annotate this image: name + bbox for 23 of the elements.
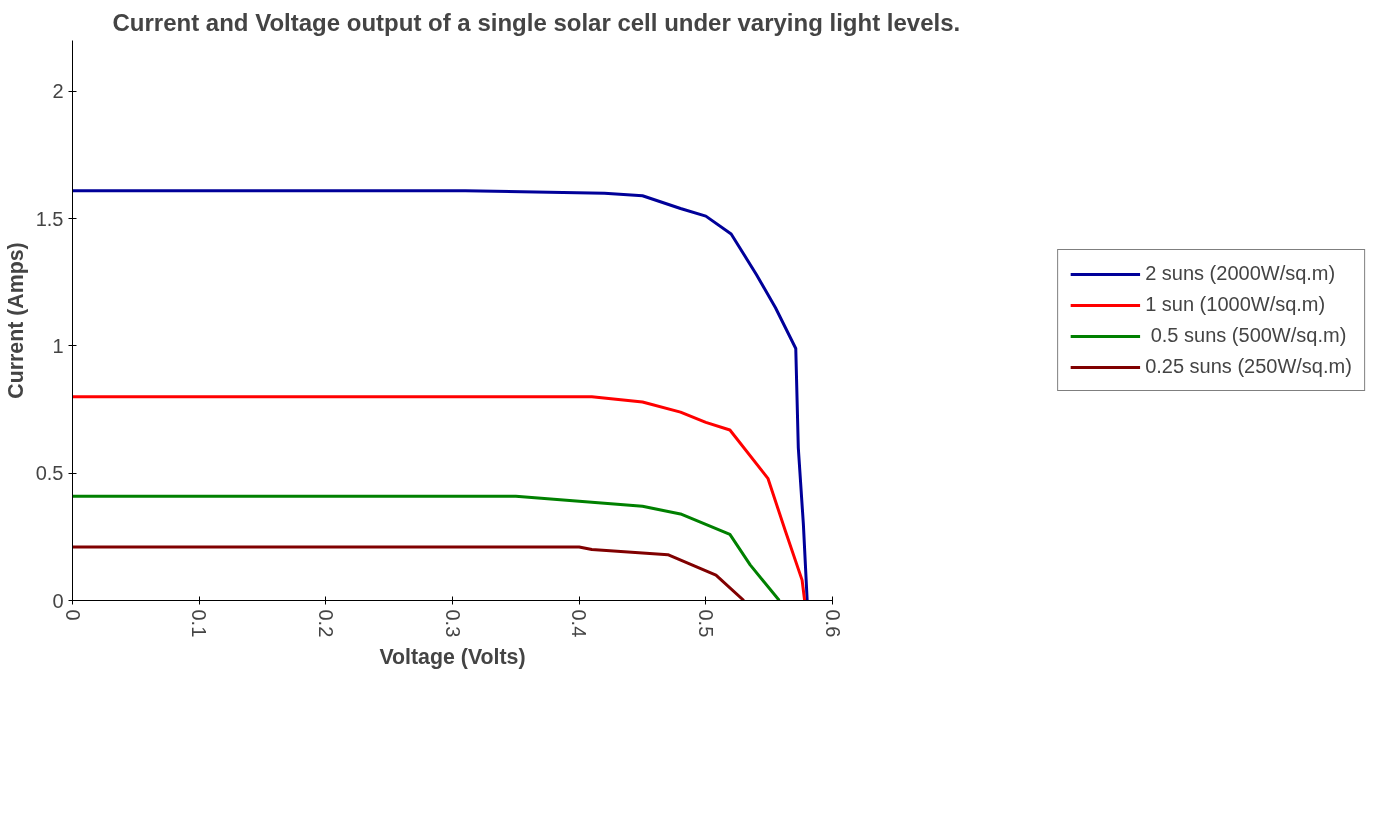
legend-label: 1 sun (1000W/sq.m): [1145, 293, 1326, 316]
line-series: [72, 545, 746, 601]
x-tick-label: 0.5: [694, 609, 717, 638]
y-tick-label: 1: [52, 334, 64, 357]
x-tick-label: 0: [61, 609, 84, 621]
legend-label: 2 suns (2000W/sq.m): [1145, 262, 1336, 285]
x-tick-label: 0.2: [314, 609, 337, 638]
x-axis-title: Voltage (Volts): [379, 645, 526, 670]
y-tick-label: 2: [52, 80, 64, 103]
x-tick-label: 0.1: [188, 609, 211, 638]
y-tick-label: 1.5: [35, 207, 64, 230]
chart-title: Current and Voltage output of a single solar cell under varying light levels.: [112, 8, 961, 36]
x-tick-label: 0.6: [821, 609, 844, 638]
line-series: [72, 494, 781, 601]
y-tick-label: 0.5: [35, 462, 64, 485]
x-tick-label: 0.3: [441, 609, 464, 638]
legend-label: 0.25 suns (250W/sq.m): [1145, 355, 1352, 378]
x-tick-label: 0.4: [568, 609, 591, 638]
y-axis-title: Current (Amps): [3, 242, 28, 399]
legend-label: 0.5 suns (500W/sq.m): [1149, 324, 1347, 347]
y-tick-label: 0: [52, 589, 64, 612]
line-series: [72, 189, 809, 601]
line-series: [72, 395, 807, 601]
